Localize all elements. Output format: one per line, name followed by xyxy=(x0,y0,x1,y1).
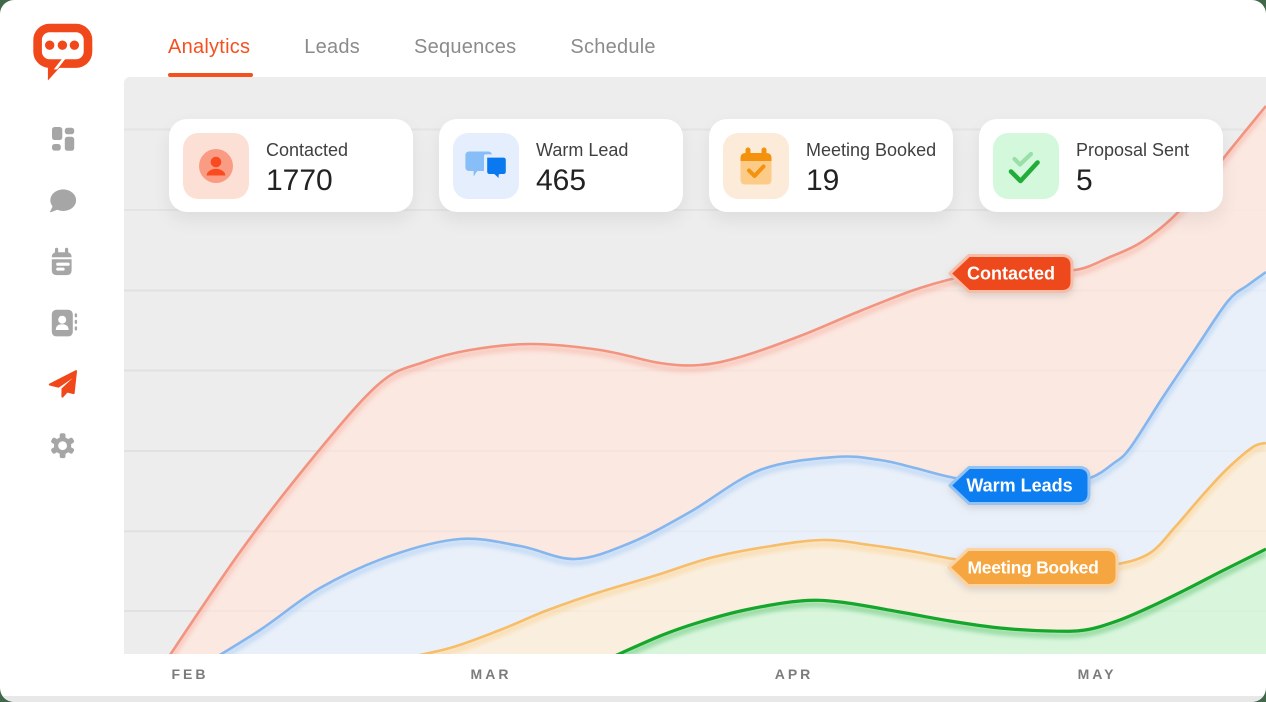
svg-text:Meeting Booked: Meeting Booked xyxy=(968,558,1099,578)
svg-text:Warm Leads: Warm Leads xyxy=(966,476,1072,496)
svg-text:Contacted: Contacted xyxy=(967,264,1055,284)
